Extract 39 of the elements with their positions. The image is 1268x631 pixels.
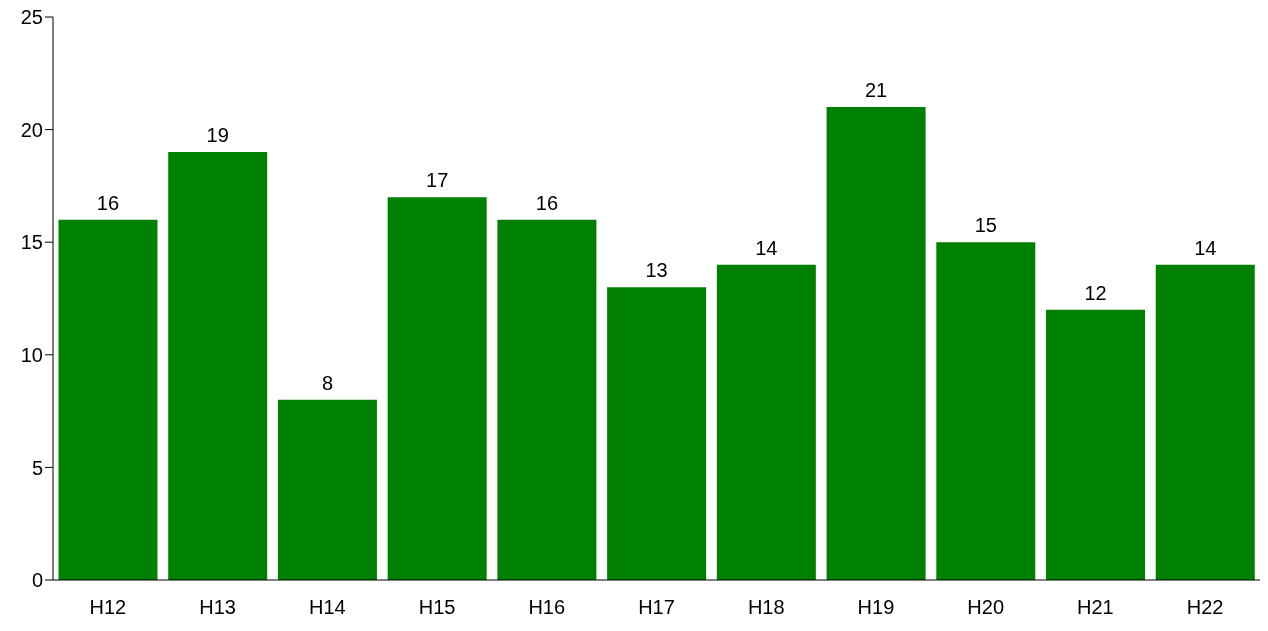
- x-tick-label: H17: [638, 596, 675, 619]
- y-tick-label: 20: [20, 118, 43, 141]
- data-label: 16: [535, 191, 559, 214]
- data-label: 8: [321, 371, 333, 394]
- bar: [168, 152, 268, 580]
- bar: [58, 219, 158, 580]
- bar: [607, 287, 707, 580]
- data-label: 16: [96, 191, 120, 214]
- x-tick-label: H12: [89, 596, 127, 619]
- data-label: 21: [864, 79, 888, 102]
- bar: [497, 219, 597, 580]
- y-tick-label: 0: [31, 569, 43, 592]
- x-tick-label: H14: [308, 596, 346, 619]
- data-label: 15: [974, 214, 997, 237]
- data-label: 19: [206, 124, 229, 147]
- bar: [387, 197, 487, 580]
- bar: [826, 107, 926, 580]
- bar: [277, 399, 377, 580]
- x-tick-label: H21: [1077, 596, 1114, 619]
- bar: [1046, 309, 1146, 580]
- bar: [1155, 264, 1255, 580]
- y-tick-label: 25: [20, 6, 43, 29]
- data-label: 14: [755, 236, 778, 259]
- data-label: 14: [1194, 236, 1217, 259]
- x-tick-label: H22: [1186, 596, 1224, 619]
- x-tick-label: H15: [418, 596, 456, 619]
- y-tick-label: 10: [20, 343, 43, 366]
- x-tick-label: H18: [747, 596, 785, 619]
- data-label: 17: [426, 169, 449, 192]
- data-label: 13: [645, 259, 668, 282]
- x-tick-label: H13: [199, 596, 236, 619]
- x-tick-label: H19: [857, 596, 895, 619]
- x-tick-label: H20: [967, 596, 1005, 619]
- data-label: 12: [1084, 281, 1107, 304]
- y-tick-label: 5: [31, 456, 43, 479]
- bar: [716, 264, 816, 580]
- x-tick-label: H16: [528, 596, 566, 619]
- bar: [936, 242, 1036, 580]
- y-tick-label: 15: [20, 231, 43, 254]
